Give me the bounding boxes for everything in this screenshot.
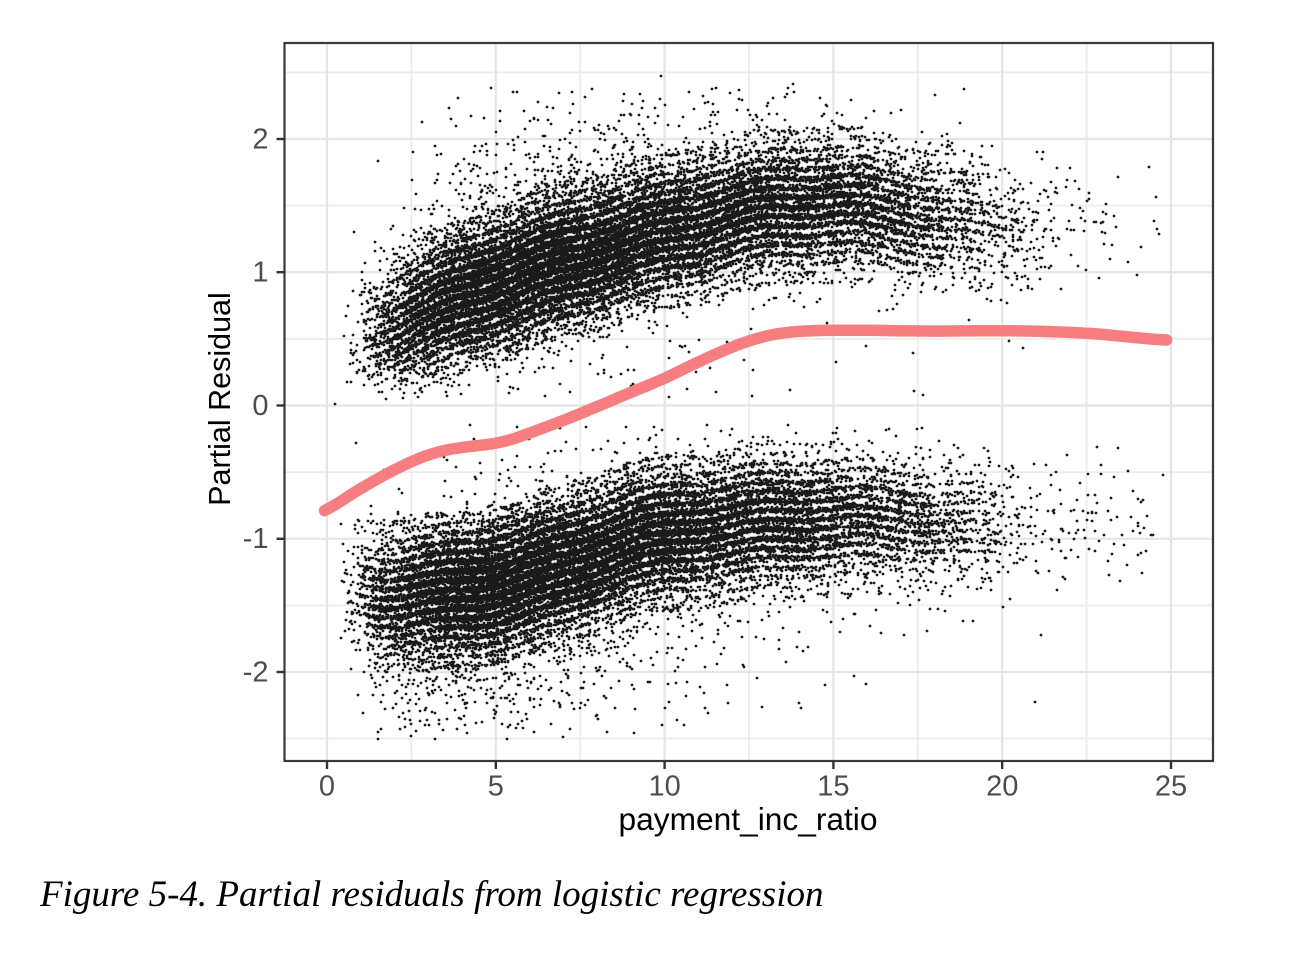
svg-text:payment_inc_ratio: payment_inc_ratio <box>619 801 878 837</box>
svg-text:5: 5 <box>488 771 504 803</box>
svg-text:20: 20 <box>986 771 1018 803</box>
svg-text:2: 2 <box>252 123 268 155</box>
svg-text:25: 25 <box>1155 771 1187 803</box>
svg-text:Partial Residual: Partial Residual <box>203 292 237 506</box>
svg-text:15: 15 <box>817 771 849 803</box>
svg-text:10: 10 <box>648 771 680 803</box>
svg-text:Figure 5-4. Partial residuals: Figure 5-4. Partial residuals from logis… <box>39 874 824 915</box>
svg-text:-2: -2 <box>243 656 269 688</box>
svg-text:-1: -1 <box>243 523 269 555</box>
svg-text:0: 0 <box>252 390 268 422</box>
svg-text:1: 1 <box>252 257 268 289</box>
svg-text:0: 0 <box>319 771 335 803</box>
